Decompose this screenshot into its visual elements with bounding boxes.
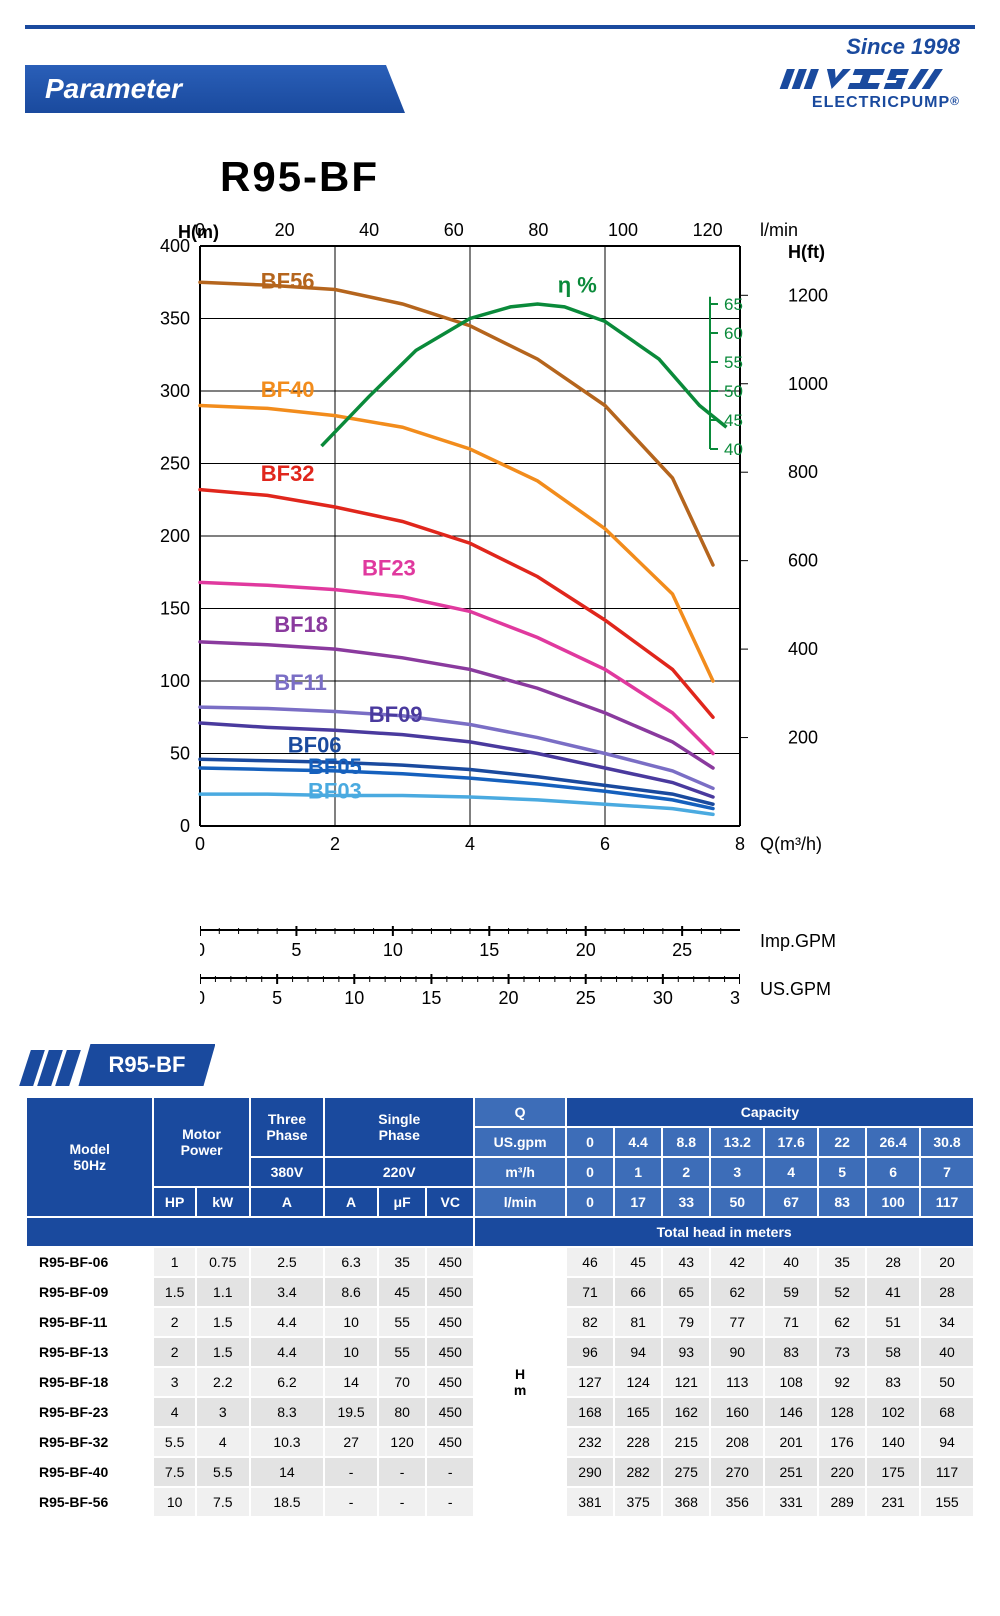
svg-text:80: 80 xyxy=(528,220,548,240)
svg-text:40: 40 xyxy=(724,440,743,459)
svg-text:60: 60 xyxy=(444,220,464,240)
parameter-tab: Parameter xyxy=(25,65,405,113)
svg-text:η %: η % xyxy=(558,272,597,297)
svg-text:5: 5 xyxy=(291,940,301,960)
svg-text:30: 30 xyxy=(653,988,673,1008)
svg-text:1200: 1200 xyxy=(788,285,828,305)
svg-text:15: 15 xyxy=(421,988,441,1008)
svg-text:120: 120 xyxy=(693,220,723,240)
svg-text:250: 250 xyxy=(160,454,190,474)
svg-text:0: 0 xyxy=(200,940,205,960)
svg-text:15: 15 xyxy=(479,940,499,960)
top-rule xyxy=(25,25,975,29)
svg-text:10: 10 xyxy=(344,988,364,1008)
svg-text:5: 5 xyxy=(272,988,282,1008)
svg-text:20: 20 xyxy=(576,940,596,960)
svg-text:60: 60 xyxy=(724,324,743,343)
svg-text:40: 40 xyxy=(359,220,379,240)
svg-text:100: 100 xyxy=(608,220,638,240)
svg-text:BF03: BF03 xyxy=(308,779,362,804)
svg-text:350: 350 xyxy=(160,309,190,329)
svg-text:Q(m³/h): Q(m³/h) xyxy=(760,834,822,854)
brand-logo: ELECTRICPUMP® xyxy=(770,66,960,112)
svg-text:20: 20 xyxy=(499,988,519,1008)
svg-text:400: 400 xyxy=(788,639,818,659)
brand-sub: ELECTRICPUMP® xyxy=(770,94,960,112)
since-text: Since 1998 xyxy=(0,34,960,60)
table-tab: R95-BF xyxy=(25,1044,975,1086)
svg-text:200: 200 xyxy=(788,728,818,748)
svg-text:150: 150 xyxy=(160,599,190,619)
data-table-section: R95-BF Model50HzMotorPowerThreePhaseSing… xyxy=(25,1044,975,1518)
svg-text:l/min: l/min xyxy=(760,220,798,240)
spec-table: Model50HzMotorPowerThreePhaseSinglePhase… xyxy=(25,1096,975,1518)
svg-text:BF09: BF09 xyxy=(369,702,423,727)
svg-text:200: 200 xyxy=(160,526,190,546)
svg-text:100: 100 xyxy=(160,671,190,691)
svg-text:25: 25 xyxy=(672,940,692,960)
svg-text:800: 800 xyxy=(788,462,818,482)
performance-chart: R95-BF 050100150200250300350400H(m)02468… xyxy=(120,153,880,1004)
svg-text:25: 25 xyxy=(576,988,596,1008)
svg-text:65: 65 xyxy=(724,295,743,314)
svg-text:BF32: BF32 xyxy=(261,461,315,486)
slash-icon xyxy=(25,1050,79,1086)
svg-text:BF56: BF56 xyxy=(261,268,315,293)
svg-text:BF05: BF05 xyxy=(308,754,362,779)
svg-text:50: 50 xyxy=(170,744,190,764)
svg-text:BF40: BF40 xyxy=(261,377,315,402)
svg-text:2: 2 xyxy=(330,834,340,854)
svg-text:BF11: BF11 xyxy=(274,670,327,695)
svg-text:0: 0 xyxy=(200,988,205,1008)
svg-text:1000: 1000 xyxy=(788,374,828,394)
chart-title: R95-BF xyxy=(220,153,880,201)
svg-text:20: 20 xyxy=(275,220,295,240)
svg-text:H(ft): H(ft) xyxy=(788,242,825,262)
svg-text:8: 8 xyxy=(735,834,745,854)
svg-text:10: 10 xyxy=(383,940,403,960)
svg-text:0: 0 xyxy=(180,816,190,836)
svg-text:600: 600 xyxy=(788,551,818,571)
svg-text:4: 4 xyxy=(465,834,475,854)
svg-text:BF18: BF18 xyxy=(274,612,328,637)
svg-text:300: 300 xyxy=(160,381,190,401)
svg-text:50: 50 xyxy=(724,382,743,401)
svg-text:55: 55 xyxy=(724,353,743,372)
svg-text:BF23: BF23 xyxy=(362,555,416,580)
svg-text:6: 6 xyxy=(600,834,610,854)
svg-text:45: 45 xyxy=(724,411,743,430)
svg-text:0: 0 xyxy=(195,220,205,240)
header: Parameter ELECTRICPUMP® xyxy=(25,65,975,113)
svg-text:35: 35 xyxy=(730,988,740,1008)
svg-text:0: 0 xyxy=(195,834,205,854)
